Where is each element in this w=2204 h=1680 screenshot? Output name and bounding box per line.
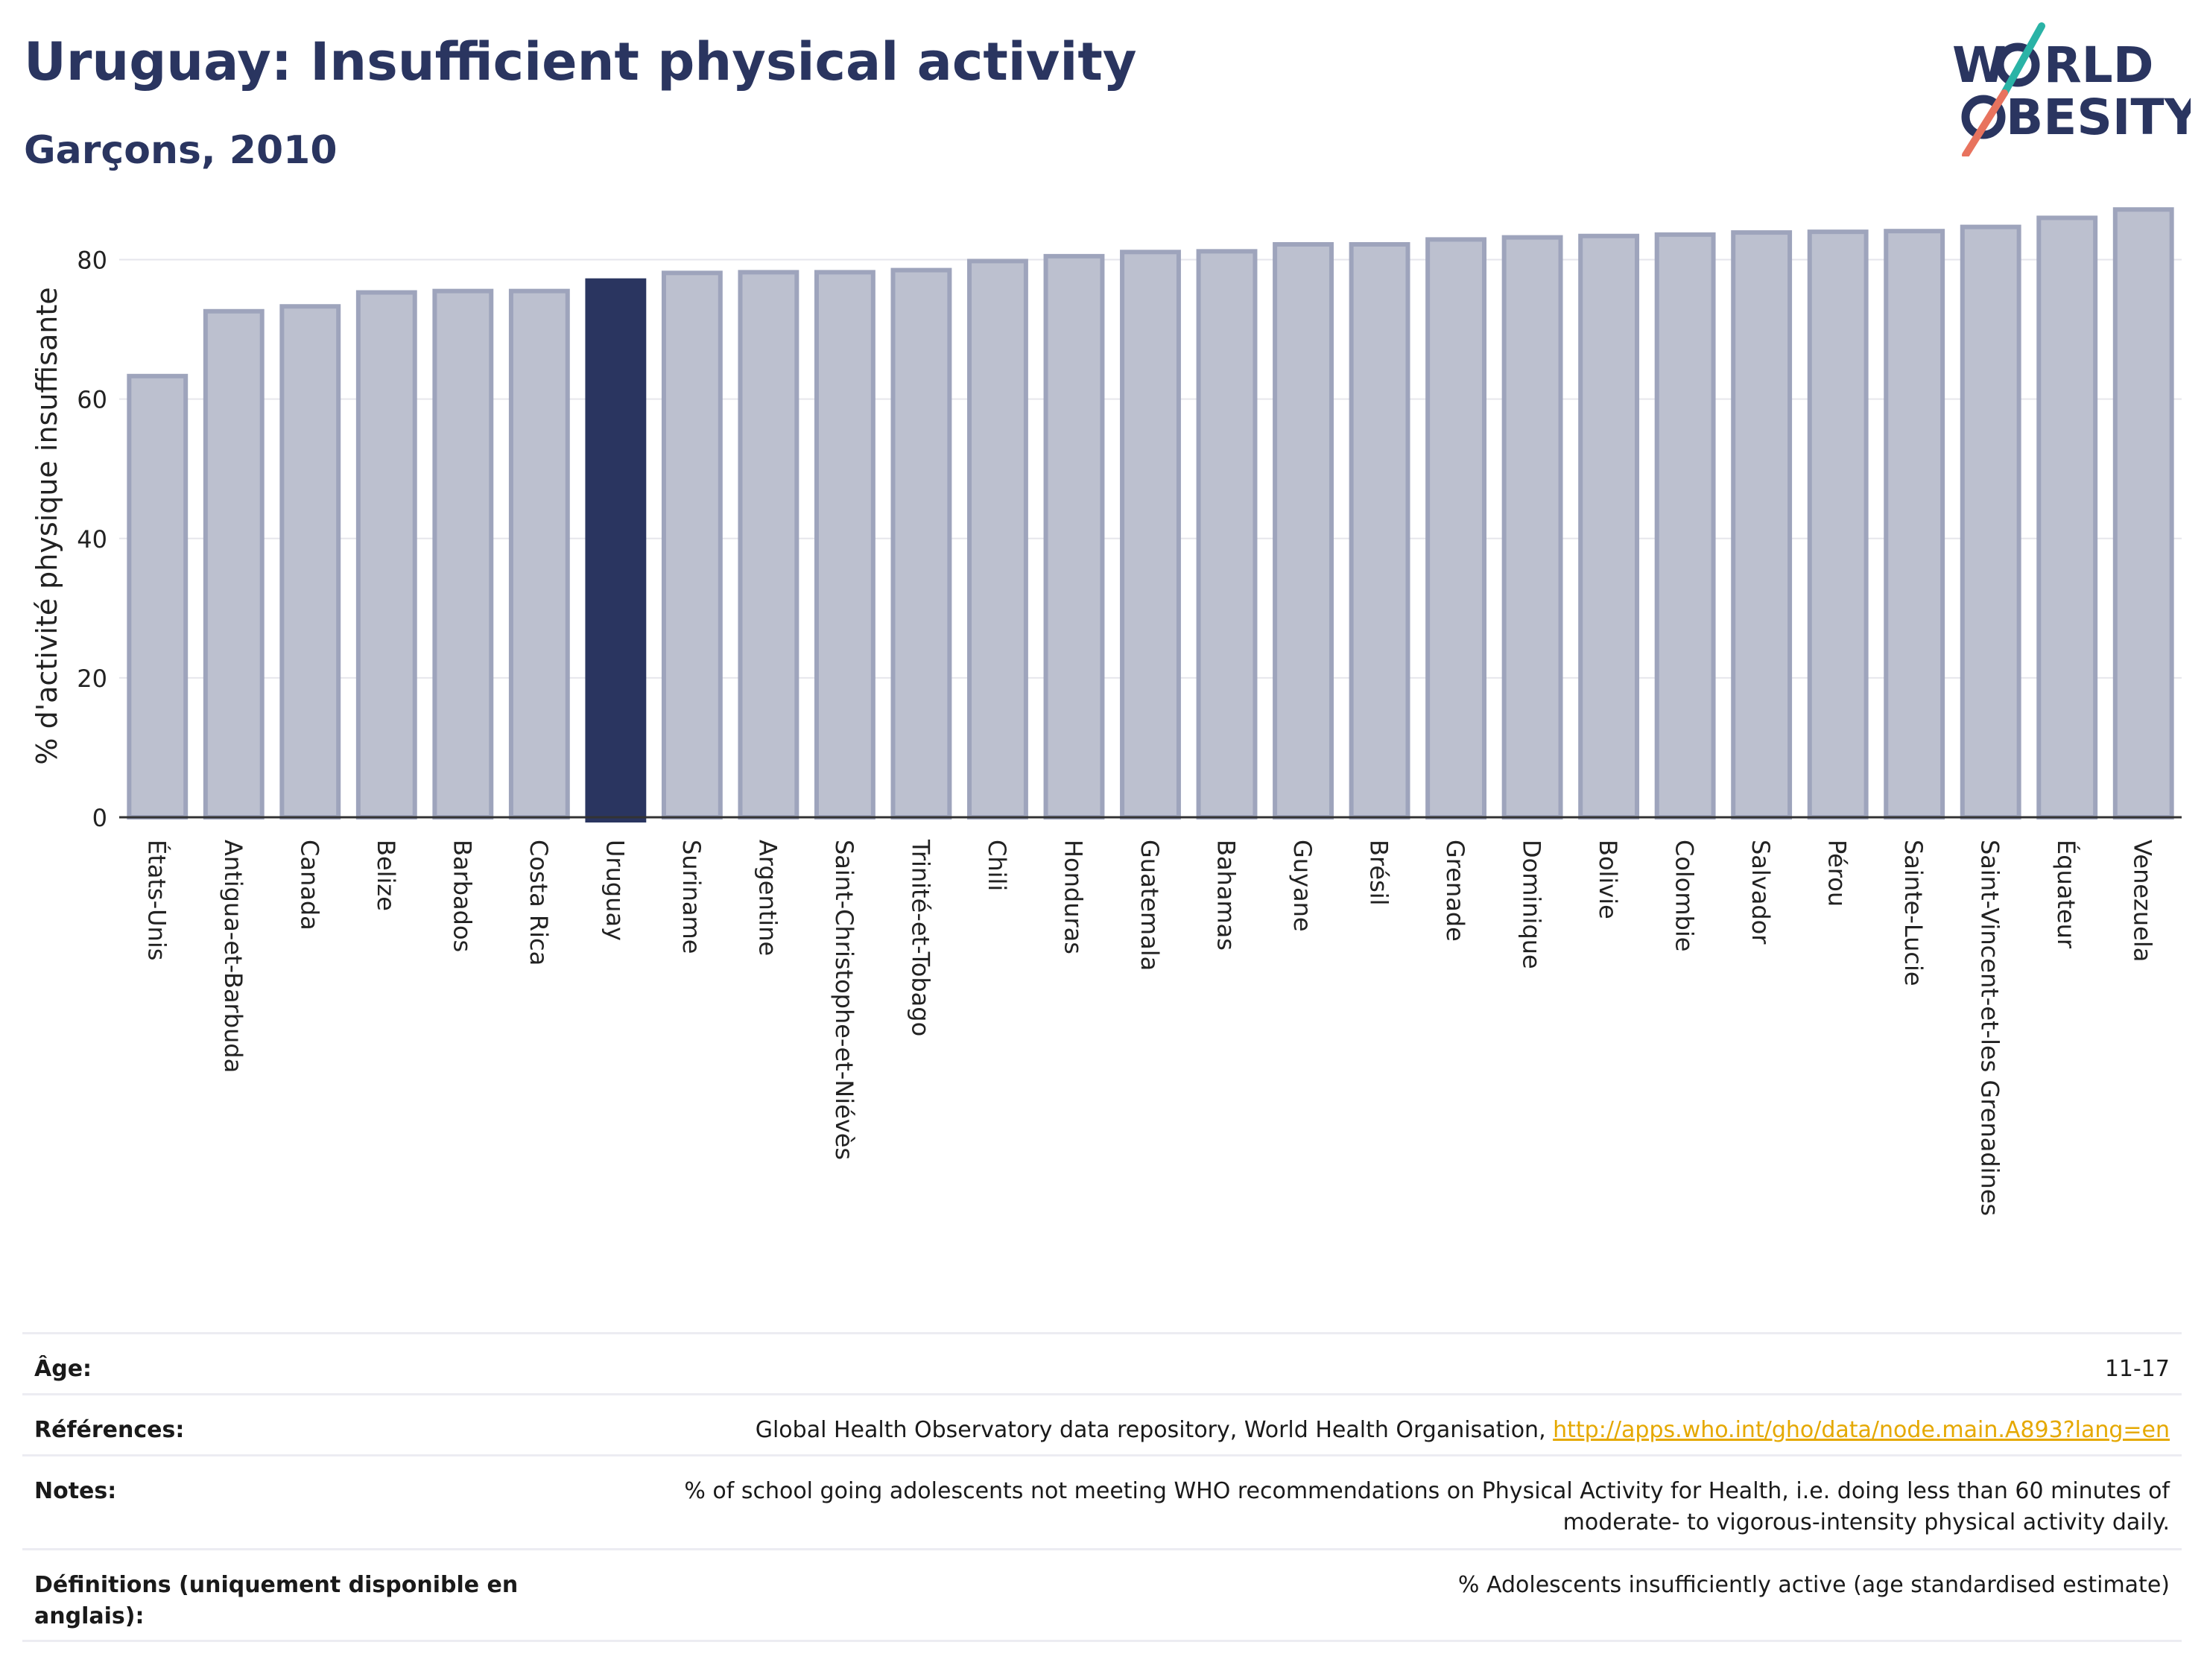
meta-references-value: Global Health Observatory data repositor… <box>571 1415 2170 1446</box>
x-tick-label: Sainte-Lucie <box>1899 840 1928 986</box>
bar <box>1196 249 1258 820</box>
x-tick-label: Guyane <box>1288 840 1317 932</box>
logo-slash-coral <box>1962 89 2008 156</box>
x-tick-label: Équateur <box>2052 840 2080 949</box>
logo-slash-teal <box>2001 22 2045 97</box>
bar <box>585 278 647 823</box>
x-tick-label: Trinité-et-Tobago <box>906 839 934 1036</box>
bar <box>1120 250 1181 820</box>
x-tick-label: Salvador <box>1747 840 1775 945</box>
world-obesity-logo: W RLD BESITY <box>1952 22 2191 156</box>
meta-row-age: Âge: 11-17 <box>22 1332 2182 1393</box>
meta-row-definitions: Définitions (uniquement disponible en an… <box>22 1548 2182 1642</box>
x-tick-label: Venezuela <box>2129 840 2157 962</box>
meta-age-label: Âge: <box>34 1356 92 1382</box>
x-tick-label: Grenade <box>1441 840 1469 942</box>
x-tick-label: Barbados <box>448 840 476 952</box>
y-tick-label: 60 <box>77 386 107 414</box>
bar <box>432 288 494 820</box>
page-subtitle: Garçons, 2010 <box>24 128 338 173</box>
meta-references-text: Global Health Observatory data repositor… <box>755 1417 1554 1443</box>
x-tick-label: Saint-Christophe-et-Niévès <box>830 840 858 1160</box>
meta-row-notes: Notes: % of school going adolescents not… <box>22 1454 2182 1548</box>
bar <box>1654 232 1716 820</box>
bar <box>890 267 952 820</box>
bar <box>2036 215 2098 820</box>
bar <box>2112 207 2174 820</box>
bar <box>279 304 341 820</box>
x-tick-label: Bahamas <box>1212 840 1241 951</box>
meta-notes-label: Notes: <box>34 1478 117 1504</box>
bar <box>738 270 799 820</box>
x-tick-label: Colombie <box>1671 840 1699 951</box>
bar <box>355 290 417 820</box>
bar <box>1273 241 1334 820</box>
x-tick-label: Uruguay <box>601 840 629 941</box>
y-tick-label: 20 <box>77 665 107 693</box>
meta-age-value: 11-17 <box>2104 1356 2170 1382</box>
y-tick-label: 40 <box>77 525 107 554</box>
bar <box>661 270 723 820</box>
x-tick-label: Guatemala <box>1136 840 1164 971</box>
labels: 0 20 40 60 80 États-Unis Antigua-et-Barbuda Can… <box>31 247 2157 1217</box>
x-tick-label: Dominique <box>1518 840 1546 969</box>
meta-references-link[interactable]: http://apps.who.int/gho/data/node.main.A… <box>1553 1417 2170 1443</box>
logo-text-rld: RLD <box>2044 37 2154 94</box>
x-tick-label: Bolivie <box>1594 840 1622 919</box>
x-tick-label: Costa Rica <box>525 840 553 966</box>
page-title: Uruguay: Insufficient physical activity <box>24 31 1137 92</box>
logo-o-bottom <box>1961 95 2006 139</box>
bar <box>1884 229 1945 820</box>
x-tick-label: Suriname <box>677 840 706 954</box>
bar <box>814 270 875 820</box>
bar <box>1043 253 1105 820</box>
meta-notes-value: % of school going adolescents not meetin… <box>684 1478 2170 1535</box>
bar <box>1731 230 1793 820</box>
bar <box>1807 229 1869 820</box>
y-tick-label: 0 <box>92 804 107 832</box>
meta-row-references: Références: Global Health Observatory da… <box>22 1393 2182 1454</box>
metadata-table: Âge: 11-17 Références: Global Health Obs… <box>22 1332 2182 1642</box>
bars <box>127 207 2174 823</box>
bar <box>1501 235 1563 820</box>
bar <box>1425 237 1487 820</box>
bar <box>127 373 189 820</box>
y-axis-title: % d'activité physique insuffisante <box>31 287 63 764</box>
bar-chart: 0 20 40 60 80 États-Unis Antigua-et-Barbuda Can… <box>31 207 2182 1217</box>
bar <box>967 259 1028 820</box>
x-tick-label: Chili <box>983 840 1011 891</box>
x-tick-label: Canada <box>295 840 323 931</box>
logo-text-besity: BESITY <box>2006 89 2191 146</box>
y-tick-label: 80 <box>77 247 107 275</box>
x-tick-label: Pérou <box>1823 840 1852 907</box>
bar <box>203 308 265 820</box>
x-tick-label: États-Unis <box>142 840 171 960</box>
x-tick-label: Saint-Vincent-et-les Grenadines <box>1976 840 2004 1216</box>
x-tick-label: Brésil <box>1365 840 1393 906</box>
logo-o-top <box>1995 42 2040 87</box>
meta-definitions-label: Définitions (uniquement disponible en an… <box>34 1572 519 1629</box>
bar <box>1578 233 1640 820</box>
bar <box>508 288 570 820</box>
x-tick-label: Antigua-et-Barbuda <box>219 840 247 1073</box>
meta-references-label: Références: <box>34 1417 185 1443</box>
x-tick-label: Argentine <box>753 840 782 956</box>
x-tick-label: Honduras <box>1059 840 1087 954</box>
bar <box>1349 241 1410 820</box>
x-tick-label: Belize <box>372 840 400 911</box>
bar <box>1960 224 2021 820</box>
meta-definitions-value: % Adolescents insufficiently active (age… <box>1457 1572 2170 1598</box>
